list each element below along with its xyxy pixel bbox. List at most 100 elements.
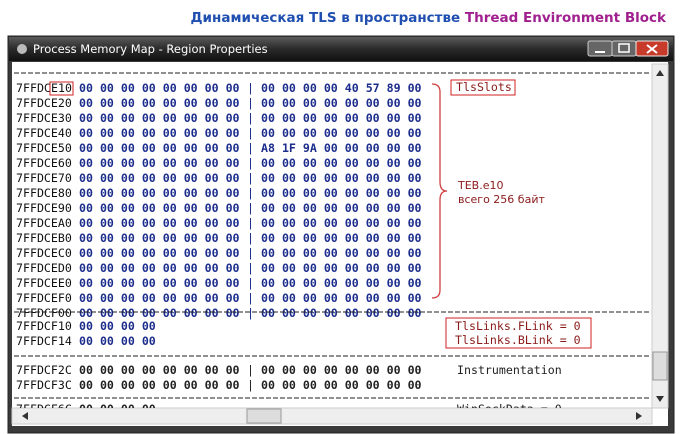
bytes: 00 00 00 00 00 00 00 00	[79, 111, 240, 125]
bytes: 00 00 00 00 00 00 00 00	[79, 276, 240, 290]
brace	[431, 83, 448, 299]
minimize-button[interactable]	[587, 40, 613, 57]
column-divider: |	[247, 156, 254, 171]
column-divider: |	[247, 306, 254, 321]
column-divider: |	[247, 141, 254, 156]
title-part: Thread Environment Block	[465, 10, 667, 26]
minimize-icon	[595, 51, 605, 53]
bytes: 00 00 00 00 00 00 00 00	[261, 276, 422, 290]
bytes: 00 00 00 00 00 00 00 00	[79, 291, 240, 305]
bytes: 00 00 00 00 00 00 00 00	[79, 216, 240, 230]
close-icon	[646, 44, 658, 54]
bytes: 00 00 00 00 00 00 00 00	[261, 291, 422, 305]
bytes: 00 00 00 00 00 00 00 00	[79, 363, 240, 377]
address: 7FFDCEE0	[16, 276, 72, 290]
address: 7FFDCED0	[16, 261, 72, 275]
dump: 7FFDC E10 00 00 00 00 00 00 00 00 | 00 00 00…	[14, 72, 650, 416]
column-divider: |	[247, 276, 254, 291]
column-divider: |	[247, 291, 254, 306]
bytes: 00 00 00 00 00 00 00 00	[261, 96, 422, 110]
bytes: 00 00 00 00 00 00 00 00	[79, 201, 240, 215]
address: 7FFDCF3C	[16, 378, 72, 392]
address: 7FFDCEF0	[16, 291, 72, 305]
field-name: WinSockData = 0	[457, 402, 562, 416]
bytes: 00 00 00 00 00 00 00 00	[79, 186, 240, 200]
title-part: Динамическая TLS в пространстве	[191, 10, 465, 26]
annotation: TlsSlots	[456, 80, 512, 94]
bytes: 00 00 00 00 00 00 00 00	[79, 126, 240, 140]
address: 7FFDCEA0	[16, 216, 72, 230]
address: 7FFDCF2C	[16, 363, 72, 377]
horizontal-scrollbar[interactable]	[11, 407, 653, 425]
column-divider: |	[247, 126, 254, 141]
column-divider: |	[247, 171, 254, 186]
highlight-box	[49, 81, 74, 96]
window-icon	[17, 44, 27, 54]
address: 7FFDCE80	[16, 186, 72, 200]
column-divider: |	[247, 246, 254, 261]
address: 7FFDCEC0	[16, 246, 72, 260]
window-title: Process Memory Map - Region Properties	[33, 42, 268, 56]
page-title: Динамическая TLS в пространстве Thread E…	[191, 10, 667, 26]
address: 7FFDCE30	[16, 111, 72, 125]
bytes: 00 00 00 00 00 00 00 00	[261, 156, 422, 170]
address: 7FFDC	[16, 81, 51, 95]
address: 7FFDCF6C	[16, 402, 72, 416]
vertical-thumb[interactable]	[652, 351, 668, 381]
maximize-icon	[618, 43, 630, 53]
address: 7FFDCE40	[16, 126, 72, 140]
field-name: Instrumentation	[457, 363, 562, 377]
address: 7FFDCF10	[16, 319, 72, 333]
address: 7FFDCE20	[16, 96, 72, 110]
bytes: 00 00 00 00 00 00 00 00	[261, 201, 422, 215]
annotation: всего 256 байт	[458, 193, 545, 206]
column-divider: |	[247, 111, 254, 126]
bytes: 00 00 00 00 00 00 00 00	[261, 363, 422, 377]
title-bar	[9, 37, 673, 61]
bytes: 00 00 00 00 00 00 00 00	[79, 261, 240, 275]
annotation: TEB.e10	[457, 179, 503, 192]
vertical-scrollbar[interactable]	[651, 63, 669, 409]
bytes: 00 00 00 00 00 00 00 00	[79, 81, 240, 95]
bytes: 00 00 00 00 40 57 89 00	[261, 81, 422, 95]
address: 7FFDCE90	[16, 201, 72, 215]
address: 7FFDCEB0	[16, 231, 72, 245]
bytes: 00 00 00 00	[79, 334, 156, 348]
column-divider: |	[247, 378, 254, 393]
bytes: 00 00 00 00 00 00 00 00	[261, 216, 422, 230]
annotation-box	[445, 317, 592, 349]
bytes: 00 00 00 00	[79, 319, 156, 333]
column-divider: |	[247, 96, 254, 111]
column-divider: |	[247, 186, 254, 201]
column-divider: |	[247, 231, 254, 246]
annotation: TlsLinks.BLink = 0	[455, 333, 581, 347]
column-divider: |	[247, 363, 254, 378]
address: 7FFDCE70	[16, 171, 72, 185]
horizontal-thumb[interactable]	[246, 408, 282, 424]
bytes: 00 00 00 00 00 00 00 00	[79, 378, 240, 392]
bytes: 00 00 00 00 00 00 00 00	[261, 231, 422, 245]
address: 7FFDCF14	[16, 334, 72, 348]
bytes: 00 00 00 00 00 00 00 00	[261, 186, 422, 200]
bytes: 00 00 00 00 00 00 00 00	[261, 171, 422, 185]
bytes: 00 00 00 00 00 00 00 00	[261, 126, 422, 140]
address: 7FFDCF00	[16, 306, 72, 320]
bytes: 00 00 00 00 00 00 00 00	[79, 306, 240, 320]
column-divider: |	[247, 201, 254, 216]
bytes: 00 00 00 00 00 00 00 00	[79, 141, 240, 155]
bytes: 00 00 00 00 00 00 00 00	[79, 171, 240, 185]
annotation: TlsLinks.FLink = 0	[455, 319, 581, 333]
bytes: 00 00 00 00 00 00 00 00	[261, 111, 422, 125]
bytes: 00 00 00 00 00 00 00 00	[79, 231, 240, 245]
column-divider: |	[247, 261, 254, 276]
bytes: 00 00 00 00 00 00 00 00	[79, 156, 240, 170]
column-divider: |	[247, 81, 254, 96]
bytes: A8 1F 9A 00 00 00 00 00	[261, 141, 422, 155]
address: 7FFDCE60	[16, 156, 72, 170]
bytes: 00 00 00 00 00 00 00 00	[261, 261, 422, 275]
bytes: 00 00 00 00	[79, 402, 156, 416]
bytes: 00 00 00 00 00 00 00 00	[261, 306, 422, 320]
bytes: 00 00 00 00 00 00 00 00	[79, 246, 240, 260]
bytes: 00 00 00 00 00 00 00 00	[79, 96, 240, 110]
